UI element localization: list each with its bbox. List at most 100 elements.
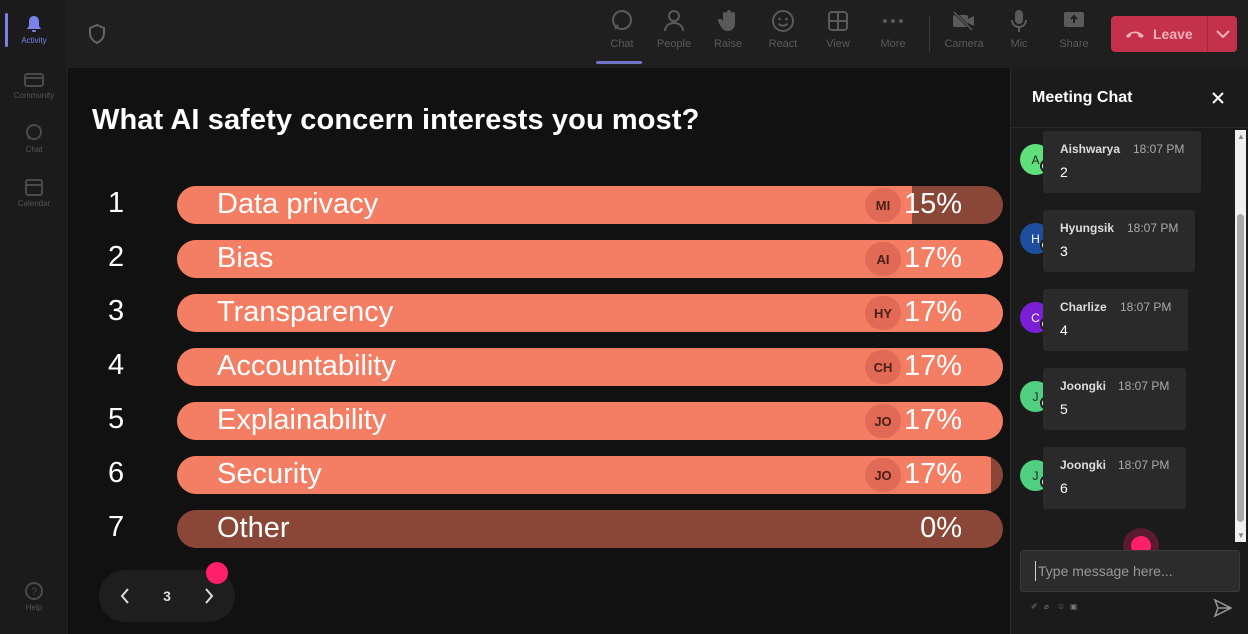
voter-avatar: AI <box>865 242 901 276</box>
rail-label: Chat <box>25 145 43 154</box>
camera-off-icon <box>951 8 977 34</box>
meeting-chat-panel: Meeting Chat A Aishwarya 18:07 PM 2 H Hyungsi… <box>1010 68 1248 634</box>
message-time: 18:07 PM <box>1120 300 1172 314</box>
toolbar-divider <box>929 16 930 52</box>
chat-compose-box <box>1020 550 1240 592</box>
gif-icon[interactable]: ▣ <box>1070 602 1078 611</box>
sender-name: Charlize <box>1060 300 1107 314</box>
rail-item-community[interactable]: Community <box>0 60 68 110</box>
grid-icon <box>825 8 851 34</box>
toolbar-label: Camera <box>944 38 984 50</box>
option-percent: 17% <box>903 458 962 490</box>
option-bar <box>177 240 1003 278</box>
option-label: Accountability <box>217 350 396 382</box>
scroll-down-icon[interactable]: ▼ <box>1237 531 1245 540</box>
option-percent: 0% <box>920 512 962 544</box>
sender-name: Joongki <box>1060 379 1107 393</box>
format-icon[interactable]: ✐ <box>1031 602 1038 611</box>
previous-page-button[interactable] <box>115 586 135 606</box>
leave-main[interactable]: Leave <box>1111 26 1207 42</box>
chat-message[interactable]: Joongki 18:07 PM 6 <box>1043 447 1186 509</box>
mic-icon <box>1006 8 1032 34</box>
hand-icon <box>715 8 741 34</box>
pointer-indicator <box>206 562 228 584</box>
next-page-button[interactable] <box>199 586 219 606</box>
poll-option: 4 Accountability CH 17% <box>68 347 1010 387</box>
people-icon <box>661 8 687 34</box>
chat-message-input[interactable] <box>1035 561 1225 581</box>
toolbar-view-button[interactable]: View <box>811 8 865 62</box>
share-icon <box>1061 8 1087 34</box>
message-time: 18:07 PM <box>1127 221 1179 235</box>
option-bar <box>177 348 1003 386</box>
toolbar-raise-button[interactable]: Raise <box>701 8 755 62</box>
emoji-icon[interactable]: ☺ <box>1057 602 1066 611</box>
poll-option: 5 Explainability JO 17% <box>68 401 1010 441</box>
chevron-right-icon <box>205 588 214 604</box>
bell-icon <box>24 15 44 33</box>
poll-option: 2 Bias AI 17% <box>68 239 1010 279</box>
option-percent: 17% <box>903 404 962 436</box>
poll-option: 1 Data privacy MI 15% <box>68 185 1010 225</box>
rail-label: Help <box>25 603 43 612</box>
rail-item-help[interactable]: ? Help <box>0 572 68 622</box>
option-label: Transparency <box>217 296 394 328</box>
send-icon[interactable] <box>1213 598 1233 618</box>
leave-button[interactable]: Leave <box>1111 16 1237 52</box>
toolbar-more-button[interactable]: More <box>866 8 920 62</box>
toolbar-chat-button[interactable]: Chat <box>595 8 649 64</box>
option-number: 1 <box>108 187 125 219</box>
option-bar <box>177 510 1003 548</box>
app-rail: Activity Community Chat Calendar ? Help <box>0 0 68 634</box>
sender-name: Aishwarya <box>1060 142 1121 156</box>
attach-icon[interactable]: ⌀ <box>1044 602 1049 611</box>
voter-avatar: CH <box>865 350 901 384</box>
option-label: Data privacy <box>217 188 379 220</box>
chat-message[interactable]: Charlize 18:07 PM 4 <box>1043 289 1188 351</box>
meeting-toolbar: Chat People Raise React View More Camera… <box>68 0 1248 68</box>
chat-title: Meeting Chat <box>1032 89 1133 106</box>
chat-message[interactable]: Joongki 18:07 PM 5 <box>1043 368 1186 430</box>
scroll-up-icon[interactable]: ▲ <box>1237 132 1245 141</box>
option-bar <box>177 402 1003 440</box>
toolbar-mic-button[interactable]: Mic <box>992 8 1046 62</box>
toolbar-label: React <box>768 38 798 50</box>
rail-item-chat[interactable]: Chat <box>0 114 68 164</box>
option-percent: 17% <box>903 242 962 274</box>
chevron-down-icon[interactable] <box>1208 30 1237 38</box>
toolbar-camera-button[interactable]: Camera <box>937 8 991 62</box>
option-number: 7 <box>108 511 125 543</box>
chat-message[interactable]: Hyungsik 18:07 PM 3 <box>1043 210 1195 272</box>
rail-item-activity[interactable]: Activity <box>0 5 68 55</box>
toolbar-react-button[interactable]: React <box>756 8 810 62</box>
voter-avatar: HY <box>865 296 901 330</box>
poll-title: What AI safety concern interests you mos… <box>92 104 700 136</box>
shield-icon <box>88 23 106 45</box>
option-number: 3 <box>108 295 125 327</box>
sender-name: Hyungsik <box>1060 221 1115 235</box>
close-icon[interactable] <box>1208 88 1228 108</box>
rail-label: Community <box>13 91 55 100</box>
community-icon <box>24 70 44 88</box>
scroll-thumb[interactable] <box>1237 214 1244 522</box>
chat-scrollbar[interactable]: ▲ ▼ <box>1235 130 1246 542</box>
toolbar-people-button[interactable]: People <box>647 8 701 62</box>
rail-item-calendar[interactable]: Calendar <box>0 168 68 218</box>
toolbar-label: People <box>656 38 692 50</box>
option-number: 5 <box>108 403 125 435</box>
option-percent: 17% <box>903 350 962 382</box>
help-icon: ? <box>24 582 44 600</box>
poll-option: 7 Other 0% <box>68 509 1010 549</box>
option-label: Other <box>217 512 290 544</box>
leave-label: Leave <box>1153 26 1193 42</box>
message-time: 18:07 PM <box>1118 379 1170 393</box>
smile-icon <box>770 8 796 34</box>
calendar-icon <box>24 178 44 196</box>
chat-message[interactable]: Aishwarya 18:07 PM 2 <box>1043 131 1201 193</box>
svg-text:?: ? <box>31 586 37 598</box>
message-time: 18:07 PM <box>1133 142 1185 156</box>
toolbar-share-button[interactable]: Share <box>1047 8 1101 62</box>
option-bar-fill <box>177 456 991 494</box>
sender-name: Joongki <box>1060 458 1107 472</box>
option-bar-fill <box>177 186 913 224</box>
